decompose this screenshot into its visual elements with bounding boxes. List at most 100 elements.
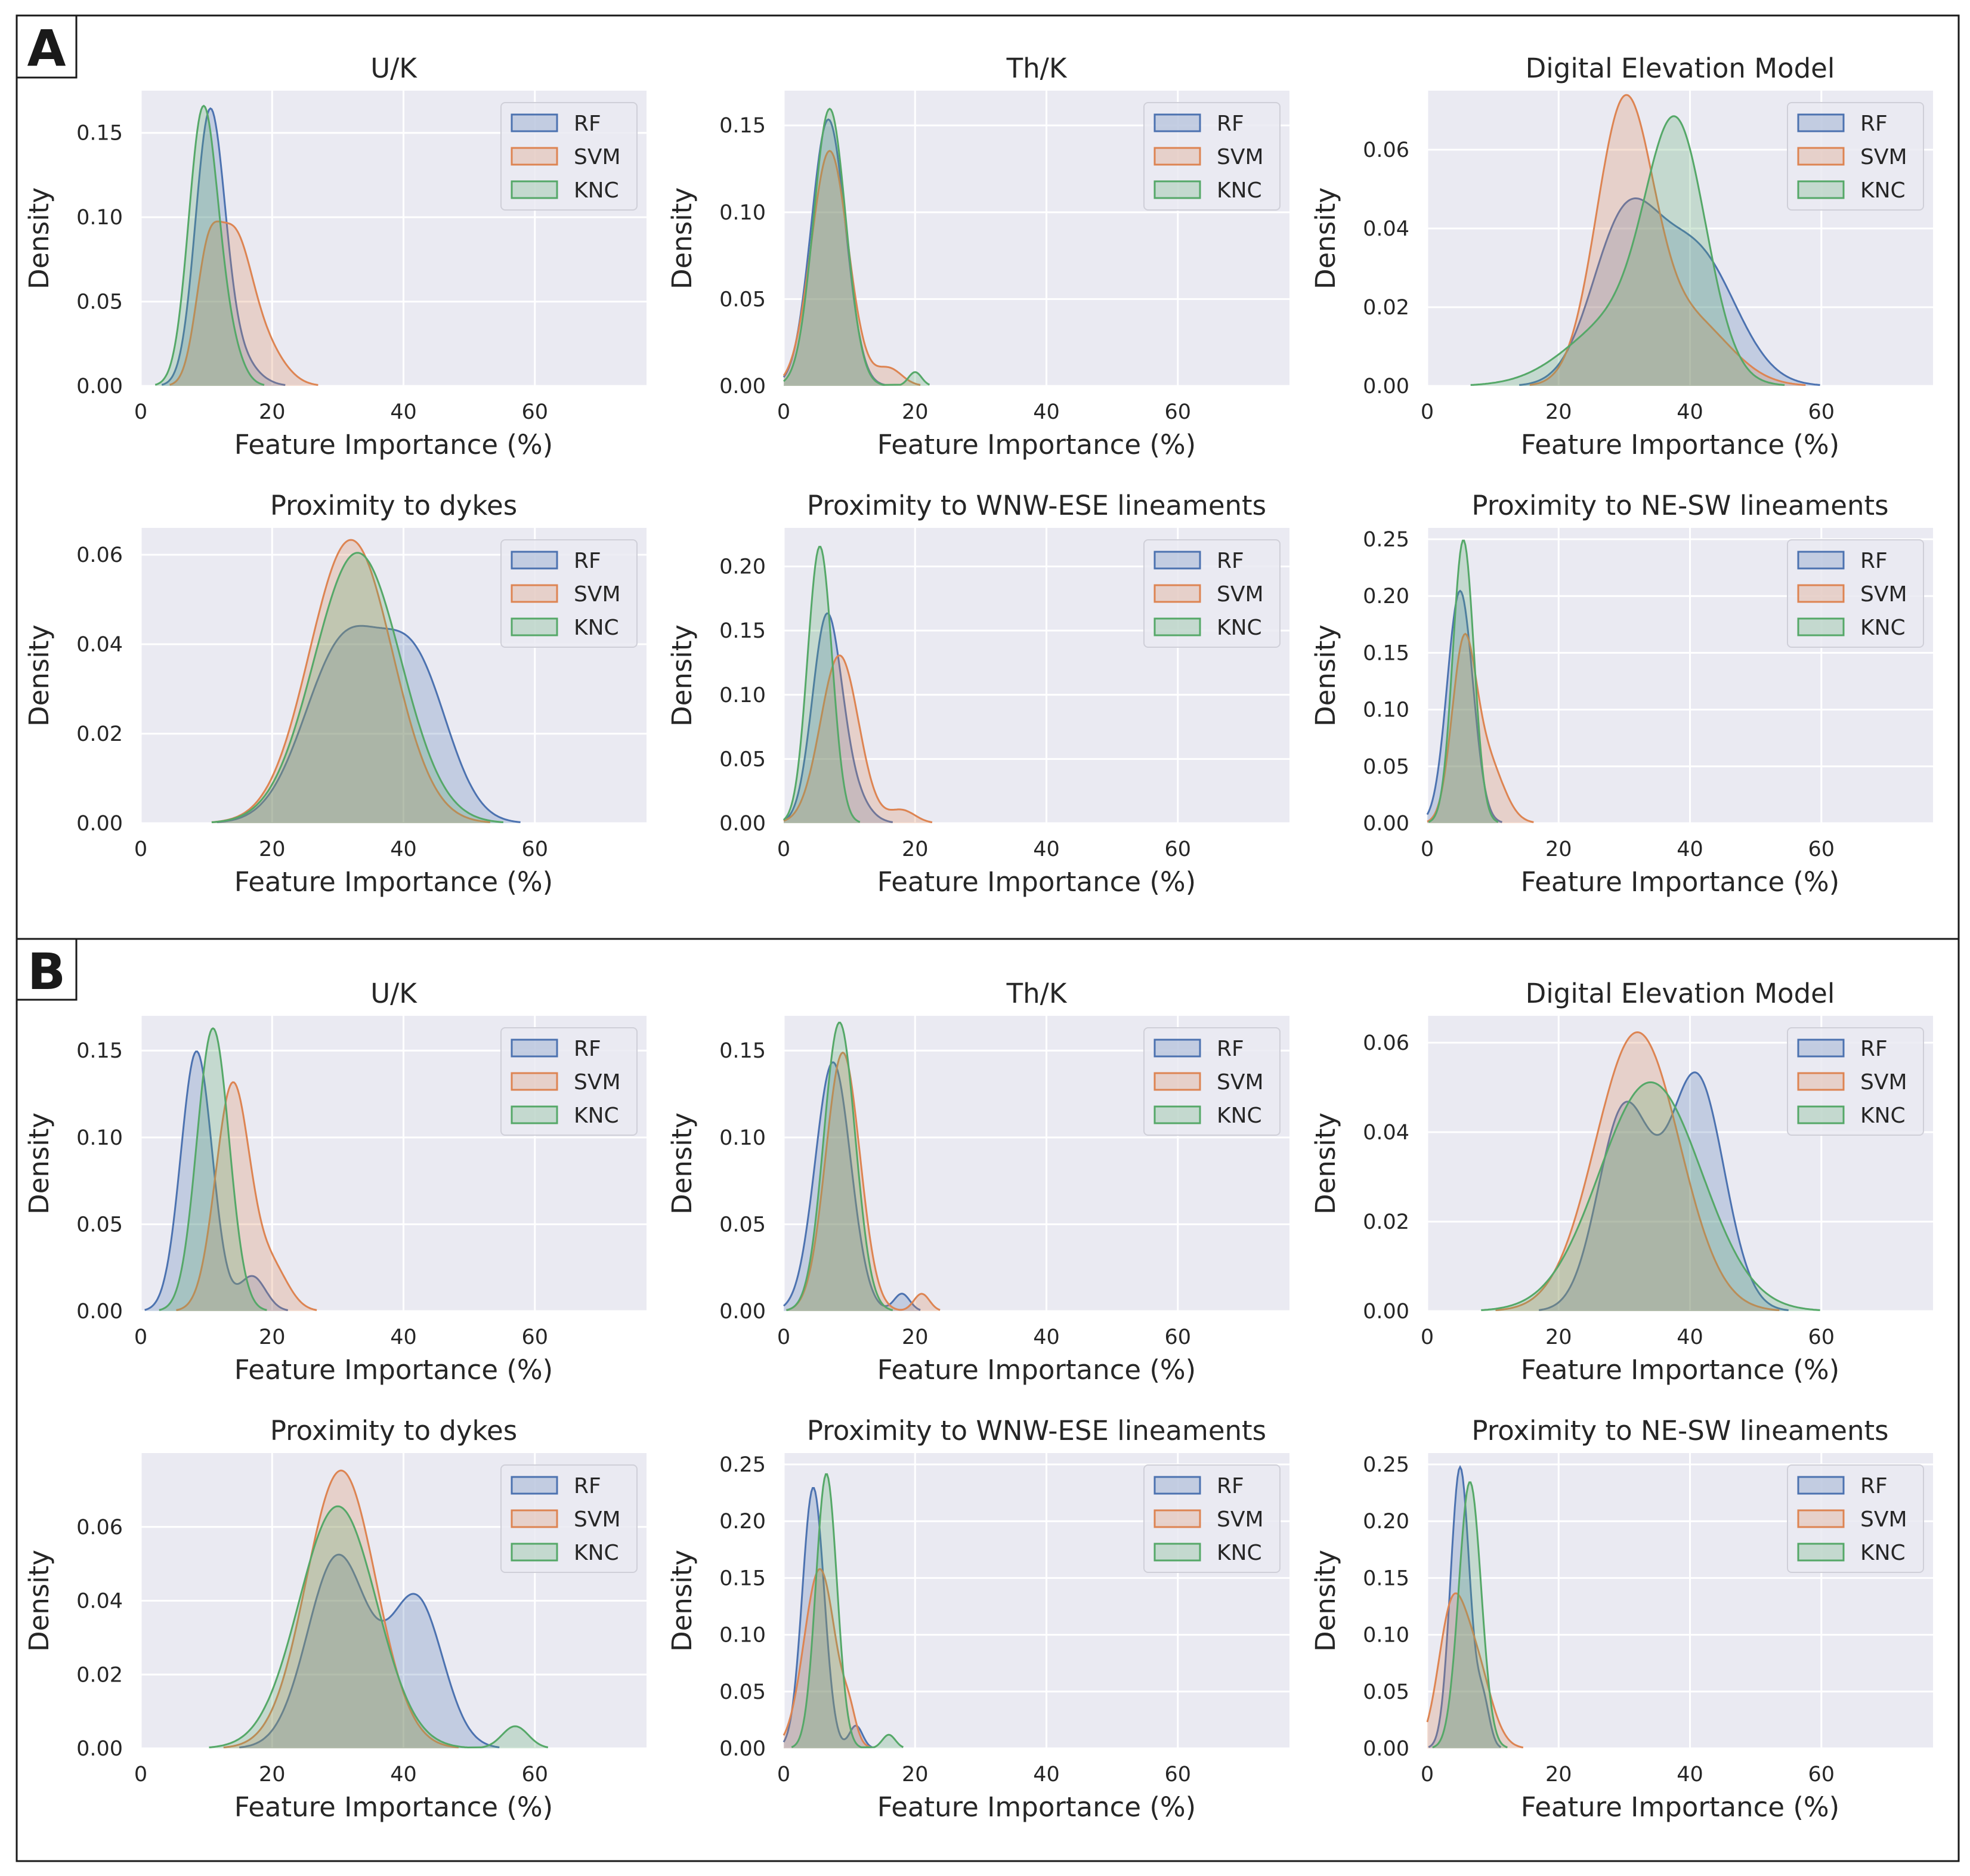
- legend-swatch-rf: [1797, 551, 1845, 570]
- legend-label-rf: RF: [1217, 1037, 1244, 1061]
- legend: RF SVM KNC: [1787, 102, 1924, 211]
- legend: RF SVM KNC: [1787, 539, 1924, 648]
- legend-swatch-rf: [511, 1039, 558, 1058]
- legend-label-rf: RF: [1860, 112, 1888, 136]
- legend-label-rf: RF: [574, 1037, 601, 1061]
- x-tick-label: 0: [777, 400, 790, 424]
- legend-label-rf: RF: [1860, 1474, 1888, 1498]
- y-tick-label: 0.25: [1363, 528, 1409, 552]
- y-tick-label: 0.05: [719, 1213, 766, 1237]
- y-tick-label: 0.00: [719, 375, 766, 398]
- y-tick-label: 0.06: [1363, 1031, 1409, 1055]
- x-tick-label: 0: [1421, 837, 1434, 861]
- x-tick-label: 40: [390, 400, 417, 424]
- series-rf-line: [1538, 1071, 1789, 1311]
- legend-label-rf: RF: [1217, 549, 1244, 573]
- chart-title: Proximity to WNW-ESE lineaments: [807, 1415, 1266, 1447]
- legend-box: [1787, 102, 1924, 211]
- legend-label-knc: KNC: [1860, 1541, 1906, 1565]
- series-svm-line: [1529, 94, 1806, 386]
- legend-box: [1143, 1027, 1281, 1136]
- y-tick-label: 0.15: [719, 1039, 766, 1063]
- x-tick-label: 20: [902, 837, 929, 861]
- legend-swatch-knc: [511, 180, 558, 199]
- x-axis-label: Feature Importance (%): [1521, 1791, 1839, 1823]
- y-tick-label: 0.00: [76, 1300, 123, 1324]
- legend-swatch-svm: [1797, 147, 1845, 166]
- legend-box: [1143, 102, 1281, 211]
- y-tick-label: 0.05: [1363, 755, 1409, 779]
- y-axis-label: Density: [666, 1112, 698, 1214]
- legend-swatch-knc: [511, 1543, 558, 1562]
- legend-label-svm: SVM: [1860, 1507, 1907, 1532]
- x-tick-label: 0: [777, 1325, 790, 1349]
- y-axis-label: Density: [666, 625, 698, 727]
- series-knc-line: [209, 1505, 549, 1749]
- legend: RF SVM KNC: [1143, 539, 1281, 648]
- y-tick-label: 0.10: [719, 684, 766, 707]
- y-tick-label: 0.10: [719, 201, 766, 225]
- y-tick-label: 0.04: [76, 1590, 123, 1614]
- y-axis-label: Density: [1310, 187, 1341, 289]
- legend-swatch-rf: [511, 551, 558, 570]
- y-tick-label: 0.02: [1363, 296, 1409, 320]
- x-tick-label: 60: [522, 1763, 549, 1787]
- series-knc-line: [1432, 1481, 1508, 1748]
- legend-label-svm: SVM: [574, 145, 621, 169]
- x-tick-label: 0: [777, 837, 790, 861]
- x-tick-label: 60: [1808, 400, 1835, 424]
- series-knc-area: [155, 106, 264, 386]
- y-tick-label: 0.00: [76, 812, 123, 836]
- legend-label-knc: KNC: [1217, 1104, 1262, 1128]
- series-rf-line: [161, 107, 286, 386]
- legend: RF SVM KNC: [1787, 1027, 1924, 1136]
- legend-swatch-rf: [1797, 113, 1845, 132]
- chart-a-proximity-to-wnw-ese-lineaments: 0 20 40 60 0.00 0.05 0.10 0.15 0.20 Proximity to …: [666, 490, 1289, 898]
- y-tick-label: 0.02: [76, 722, 123, 746]
- legend-label-knc: KNC: [1860, 616, 1906, 640]
- series-rf-line: [144, 1050, 289, 1311]
- series-svm-area: [211, 540, 490, 823]
- series-svm-line: [176, 1081, 317, 1311]
- legend: RF SVM KNC: [1143, 102, 1281, 211]
- y-tick-label: 0.05: [719, 288, 766, 311]
- legend-swatch-svm: [511, 1509, 558, 1528]
- legend: RF SVM KNC: [500, 102, 638, 211]
- series-rf-area: [784, 1062, 921, 1311]
- x-tick-label: 40: [1677, 1763, 1703, 1787]
- legend-swatch-rf: [1153, 1476, 1201, 1495]
- legend-swatch-knc: [1797, 1543, 1845, 1562]
- series-svm-area: [1427, 633, 1534, 823]
- legend-swatch-rf: [1797, 1039, 1845, 1058]
- chart-title: Proximity to NE-SW lineaments: [1471, 490, 1888, 521]
- y-tick-label: 0.00: [719, 1300, 766, 1324]
- x-tick-label: 20: [259, 1763, 286, 1787]
- series-svm-area: [1427, 1593, 1523, 1748]
- legend-swatch-svm: [1153, 1509, 1201, 1528]
- x-tick-label: 40: [390, 1325, 417, 1349]
- legend: RF SVM KNC: [1787, 1464, 1924, 1573]
- chart-title: U/K: [370, 52, 417, 84]
- legend-label-rf: RF: [1217, 112, 1244, 136]
- legend-label-svm: SVM: [1860, 1070, 1907, 1095]
- y-tick-label: 0.20: [1363, 585, 1409, 608]
- legend-label-rf: RF: [574, 1474, 601, 1498]
- y-tick-label: 0.20: [719, 1510, 766, 1534]
- chart-a-proximity-to-ne-sw-lineaments: 0 20 40 60 0.00 0.05 0.10 0.15 0.20 0.25 Proximity…: [1310, 490, 1933, 898]
- chart-b-proximity-to-wnw-ese-lineaments: 0 20 40 60 0.00 0.05 0.10 0.15 0.20 0.25 Proximity…: [666, 1415, 1289, 1823]
- chart-a-proximity-to-dykes: 0 20 40 60 0.00 0.02 0.04 0.06 Proximity to dyke…: [23, 490, 647, 898]
- legend-swatch-svm: [1153, 584, 1201, 603]
- legend-label-knc: KNC: [1217, 616, 1262, 640]
- x-axis-label: Feature Importance (%): [1521, 866, 1839, 898]
- legend-swatch-knc: [511, 617, 558, 636]
- legend-box: [1787, 1027, 1924, 1136]
- series-svm-area: [176, 1082, 317, 1311]
- x-tick-label: 0: [134, 1325, 147, 1349]
- legend-box: [500, 1464, 638, 1573]
- legend-label-rf: RF: [1860, 1037, 1888, 1061]
- series-knc-area: [1432, 1482, 1508, 1748]
- chart-a-u-k: 0 20 40 60 0.00 0.05 0.10 0.15 U/K Feature Import…: [23, 52, 647, 460]
- series-svm-line: [169, 220, 318, 386]
- x-tick-label: 40: [390, 837, 417, 861]
- x-tick-label: 60: [1808, 1763, 1835, 1787]
